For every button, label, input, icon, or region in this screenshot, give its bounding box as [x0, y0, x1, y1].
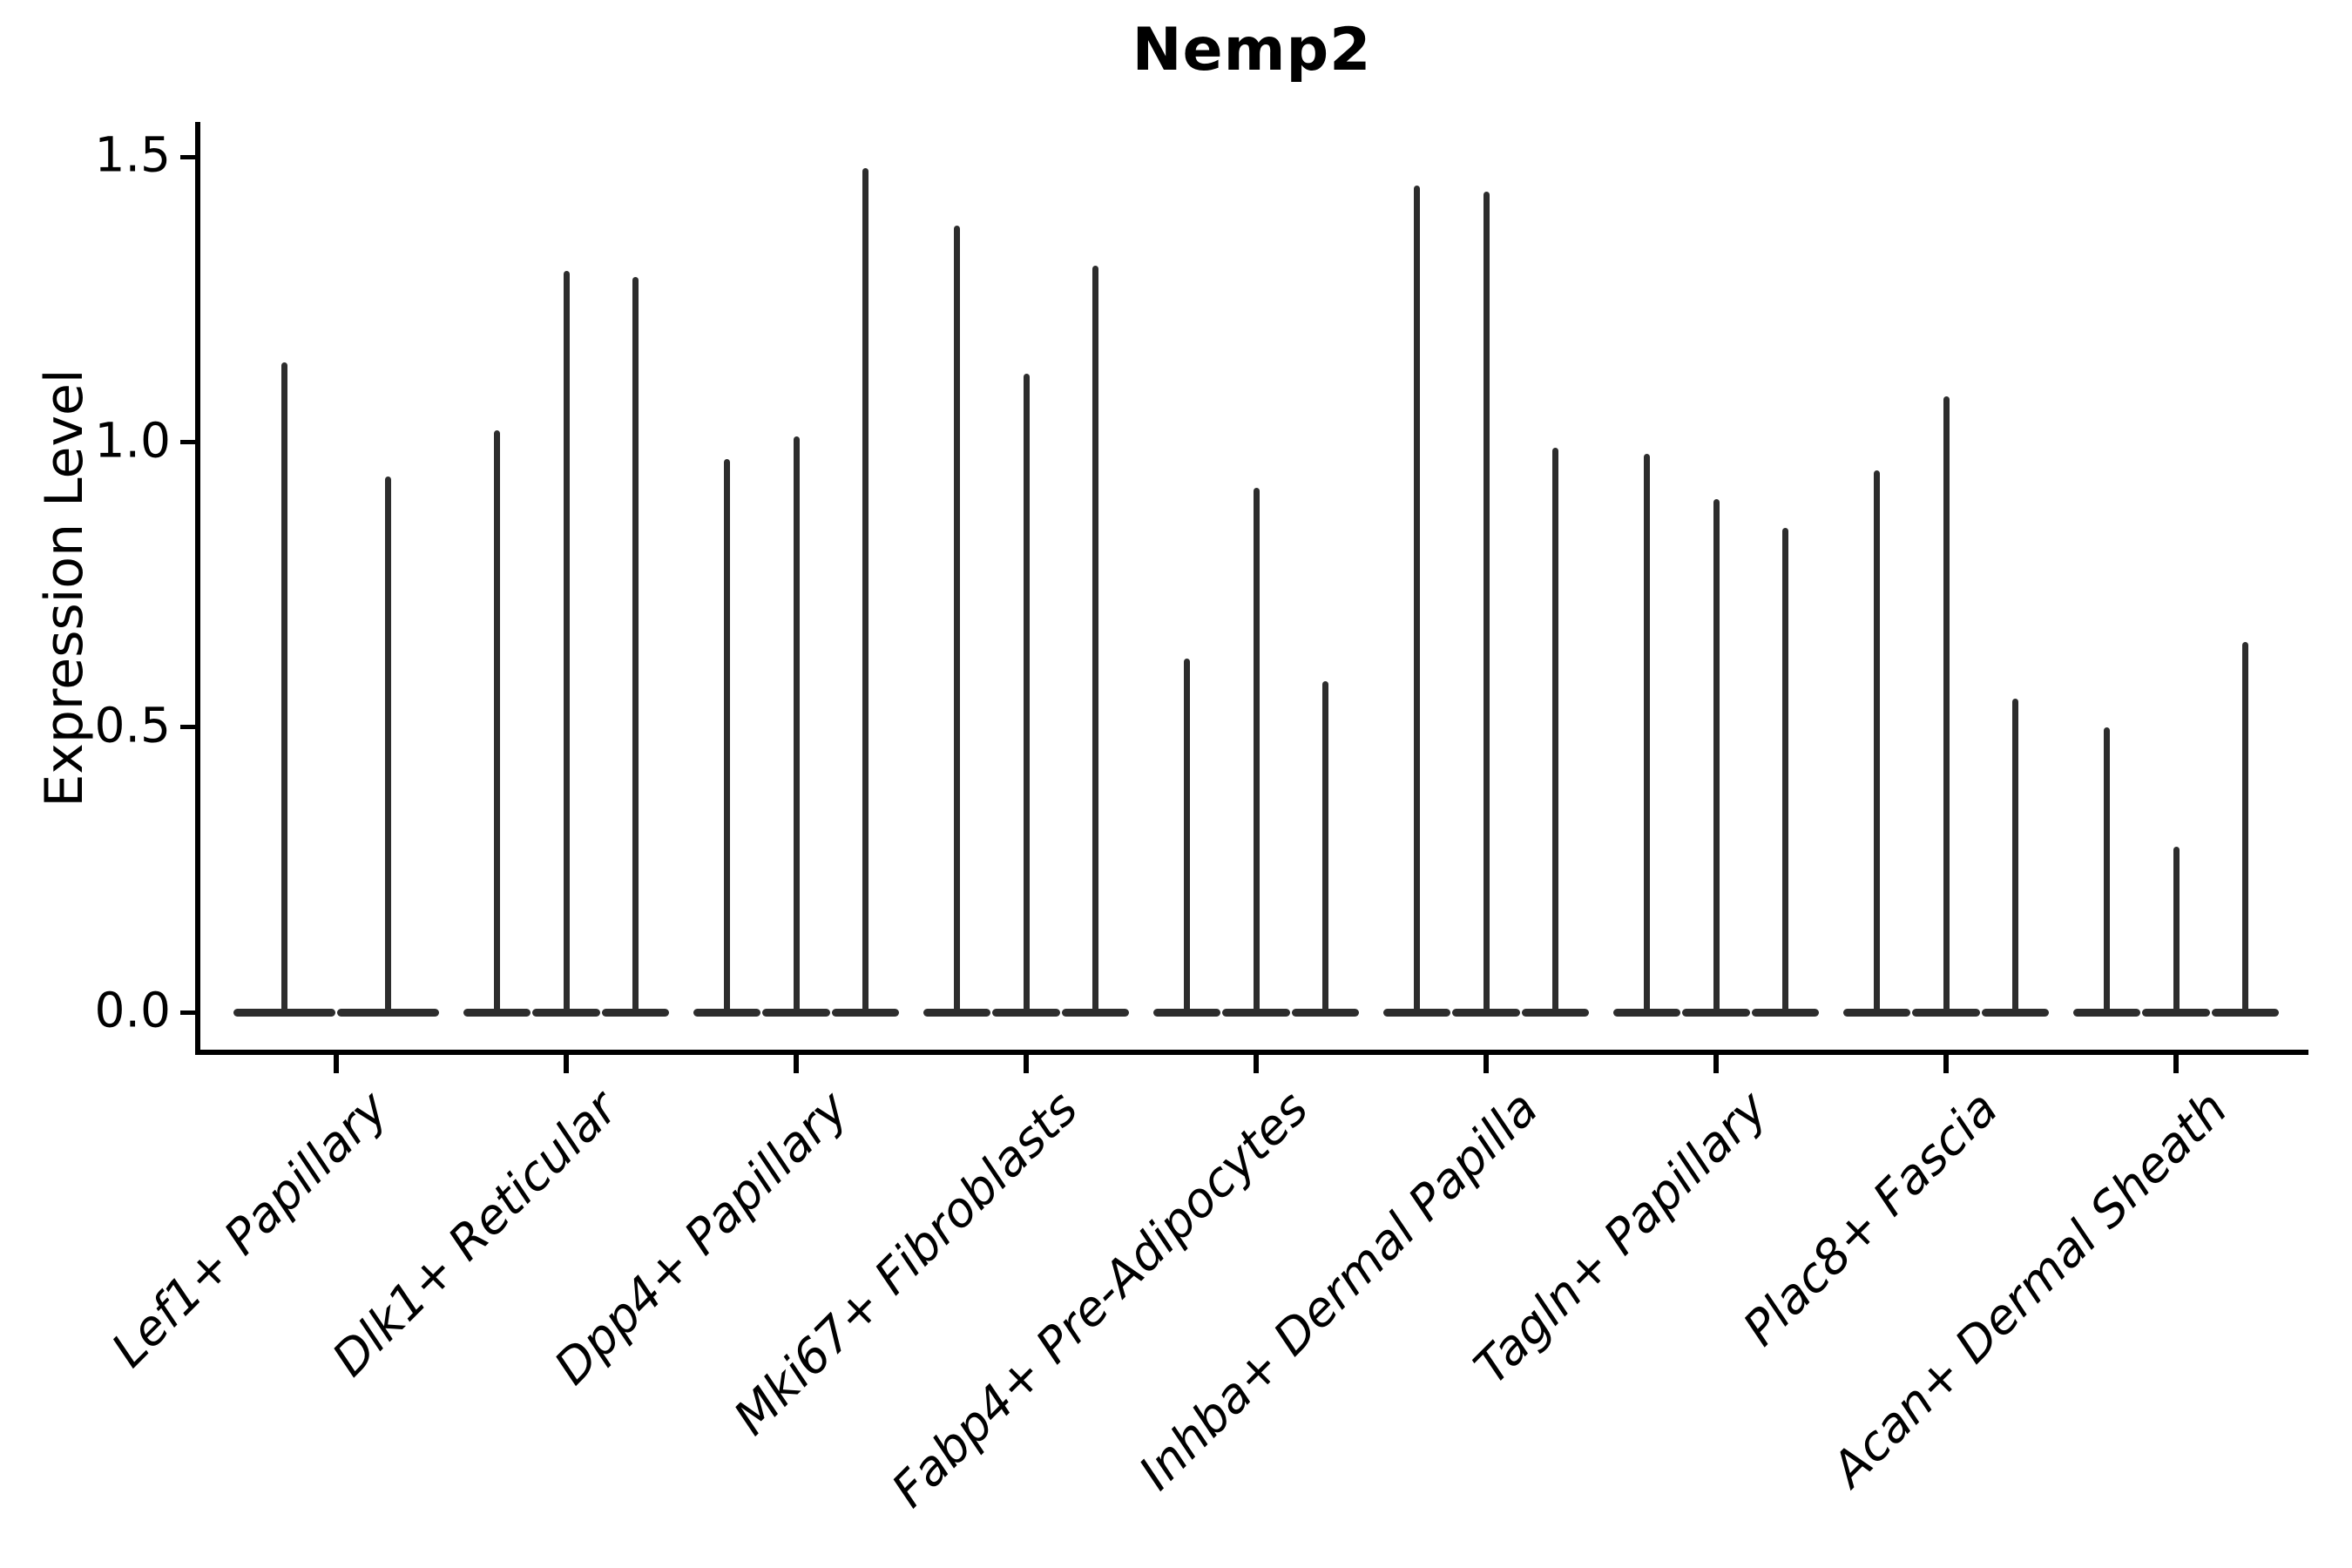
violin-spike: [1184, 659, 1191, 1012]
violin-base: [2142, 1008, 2210, 1017]
x-tick-mark: [1713, 1052, 1719, 1073]
y-tick-label: 1.0: [94, 411, 171, 468]
violin-base: [601, 1008, 669, 1017]
x-tick-mark: [794, 1052, 799, 1073]
violin-spike: [1644, 453, 1651, 1012]
violin-base: [1222, 1008, 1290, 1017]
violin-spike: [281, 362, 288, 1012]
violin-spike: [563, 271, 570, 1012]
x-tick-mark: [1484, 1052, 1489, 1073]
violin-spike: [2104, 727, 2111, 1012]
violin-base: [1682, 1008, 1750, 1017]
violin-spike: [2011, 699, 2018, 1012]
violin-base: [831, 1008, 899, 1017]
violin-spike: [384, 476, 391, 1012]
violin-spike: [1551, 448, 1558, 1012]
violin-base: [1521, 1008, 1589, 1017]
violin-base: [1452, 1008, 1520, 1017]
x-tick-label-text: Inhba+ Dermal Papilla: [1127, 1080, 1549, 1501]
x-tick-label-text: Fabp4+ Pre-Adipocytes: [880, 1080, 1319, 1518]
violin-base: [532, 1008, 600, 1017]
violin-base: [1061, 1008, 1129, 1017]
violin-spike: [724, 459, 731, 1012]
violin-base: [923, 1008, 991, 1017]
violin-spike: [1781, 527, 1788, 1012]
violin-spike: [1253, 487, 1260, 1012]
violin-base: [1981, 1008, 2049, 1017]
violin-spike: [1321, 681, 1328, 1012]
violin-base: [1383, 1008, 1451, 1017]
violin-base: [1843, 1008, 1911, 1017]
violin-spike: [862, 168, 868, 1012]
violin-spike: [2173, 847, 2180, 1012]
x-tick-mark: [1024, 1052, 1029, 1073]
violin-base: [1291, 1008, 1359, 1017]
violin-spike: [1943, 396, 1950, 1012]
violin-base: [233, 1008, 335, 1017]
violin-base: [2073, 1008, 2141, 1017]
violin-base: [463, 1008, 531, 1017]
y-tick-mark: [180, 725, 198, 730]
violin-spike: [2241, 641, 2248, 1012]
x-tick-mark: [1254, 1052, 1259, 1073]
violin-spike: [1023, 373, 1030, 1012]
violin-spike: [1414, 185, 1421, 1012]
violin-base: [1613, 1008, 1681, 1017]
violin-base: [762, 1008, 830, 1017]
violin-spike: [494, 430, 501, 1012]
violin-base: [337, 1008, 439, 1017]
violin-spike: [1483, 191, 1490, 1012]
violin-base: [2211, 1008, 2279, 1017]
y-tick-mark: [180, 1010, 198, 1015]
violin-spike: [1874, 470, 1881, 1012]
violin-base: [992, 1008, 1060, 1017]
y-tick-label: 0.5: [94, 697, 171, 754]
violin-base: [1751, 1008, 1819, 1017]
y-axis-spine: [195, 122, 200, 1055]
x-tick-mark: [564, 1052, 569, 1073]
y-tick-mark: [180, 440, 198, 444]
x-tick-mark: [334, 1052, 339, 1073]
violin-spike: [1713, 498, 1720, 1012]
violin-base: [1153, 1008, 1221, 1017]
violin-spike: [632, 276, 639, 1012]
plot-title: Nemp2: [1132, 16, 1372, 84]
violin-spike: [954, 225, 961, 1012]
violin-spike: [1092, 265, 1098, 1012]
violin-base: [1912, 1008, 1980, 1017]
x-axis-spine: [195, 1050, 2308, 1055]
x-tick-mark: [2173, 1052, 2179, 1073]
violin-base: [693, 1008, 761, 1017]
y-tick-label: 0.0: [94, 982, 171, 1038]
violin-spike: [793, 436, 800, 1012]
y-tick-mark: [180, 154, 198, 159]
y-tick-label: 1.5: [94, 126, 171, 183]
x-tick-label-text: Acan+ Dermal Sheath: [1821, 1080, 2239, 1497]
x-tick-mark: [1943, 1052, 1949, 1073]
